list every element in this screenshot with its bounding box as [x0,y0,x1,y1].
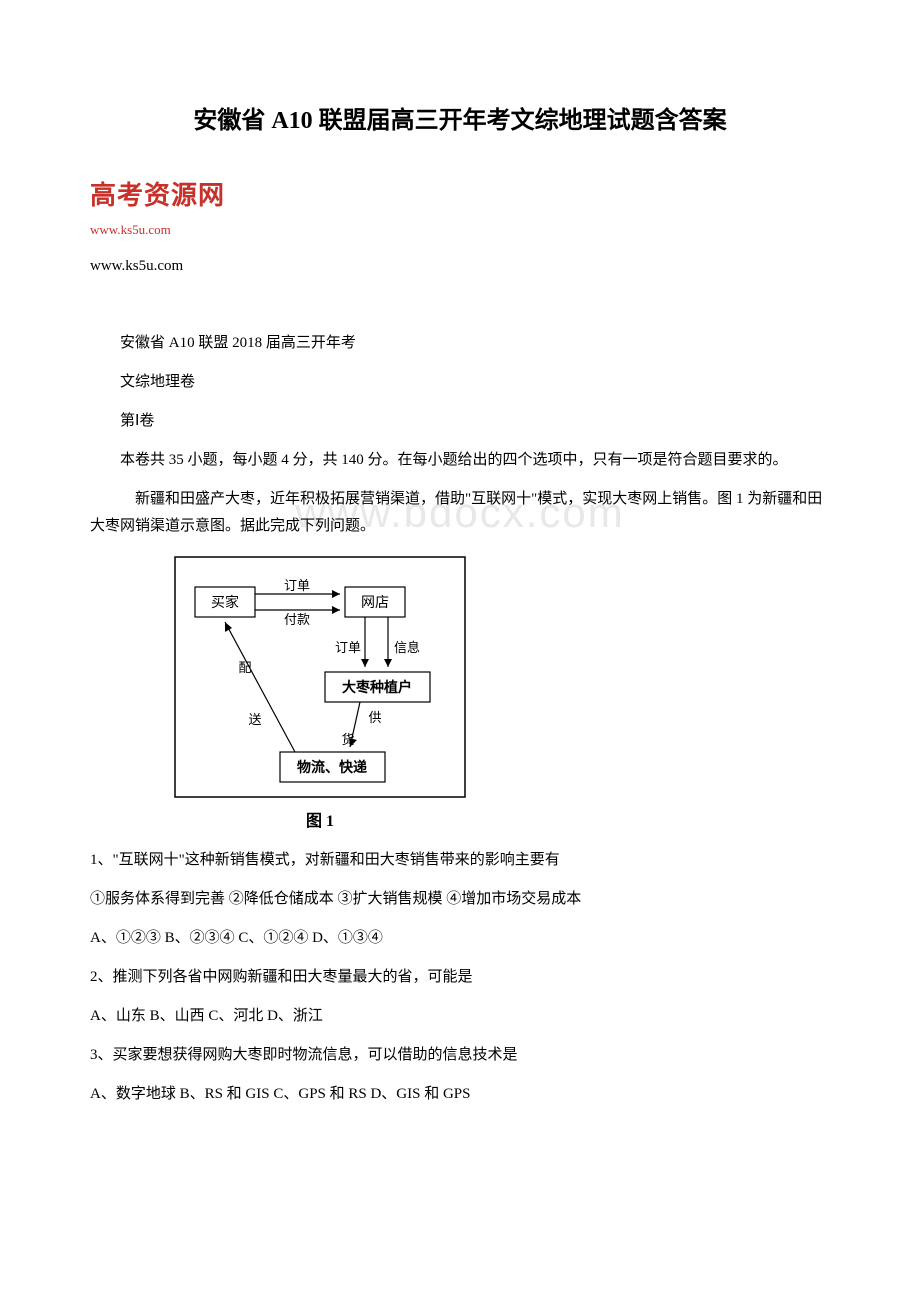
diagram-label-order: 订单 [284,578,310,593]
diagram-label-info: 信息 [394,640,420,655]
diagram-label-payment: 付款 [284,612,310,627]
header-line-1: 安徽省 A10 联盟 2018 届高三开年考 [90,330,830,357]
q1-options: A、①②③ B、②③④ C、①②④ D、①③④ [90,925,830,952]
diagram-figure: 买家 网店 大枣种植户 物流、快递 订单 付款 订单 信息 供 货 配 [170,552,830,837]
diagram-box-buyer: 买家 [211,594,239,611]
diagram-box-grower: 大枣种植户 [342,679,412,696]
diagram-label-supply: 供 [368,710,381,725]
logo-sub-text: www.ks5u.com [90,218,830,241]
instruction: 本卷共 35 小题，每小题 4 分，共 140 分。在每小题给出的四个选项中，只… [90,447,830,474]
q1-stem: 1、"互联网十"这种新销售模式，对新疆和田大枣销售带来的影响主要有 [90,847,830,874]
header-line-2: 文综地理卷 [90,369,830,396]
diagram-box-logistics: 物流、快递 [297,759,367,776]
q3-stem: 3、买家要想获得网购大枣即时物流信息，可以借助的信息技术是 [90,1042,830,1069]
logo-main-text: 高考资源网 [90,173,830,220]
header-line-3: 第Ⅰ卷 [90,408,830,435]
page-title: 安徽省 A10 联盟届高三开年考文综地理试题含答案 [90,100,830,143]
url-line: www.ks5u.com [90,253,830,280]
diagram-label-supply2: 货 [341,732,354,747]
diagram-label-order2: 订单 [335,640,361,655]
diagram-label-delivery2: 送 [248,712,261,727]
logo-block: 高考资源网 www.ks5u.com [90,173,830,241]
diagram-label-delivery: 配 [238,660,251,675]
passage-text: 新疆和田盛产大枣，近年积极拓展营销渠道，借助"互联网十"模式，实现大枣网上销售。… [90,486,830,540]
diagram-caption: 图 1 [180,808,460,837]
q3-options: A、数字地球 B、RS 和 GIS C、GPS 和 RS D、GIS 和 GPS [90,1081,830,1108]
q1-items: ①服务体系得到完善 ②降低仓储成本 ③扩大销售规模 ④增加市场交易成本 [90,886,830,913]
diagram-box-shop: 网店 [361,595,389,611]
q2-options: A、山东 B、山西 C、河北 D、浙江 [90,1003,830,1030]
diagram-svg: 买家 网店 大枣种植户 物流、快递 订单 付款 订单 信息 供 货 配 [170,552,470,802]
q2-stem: 2、推测下列各省中网购新疆和田大枣量最大的省，可能是 [90,964,830,991]
